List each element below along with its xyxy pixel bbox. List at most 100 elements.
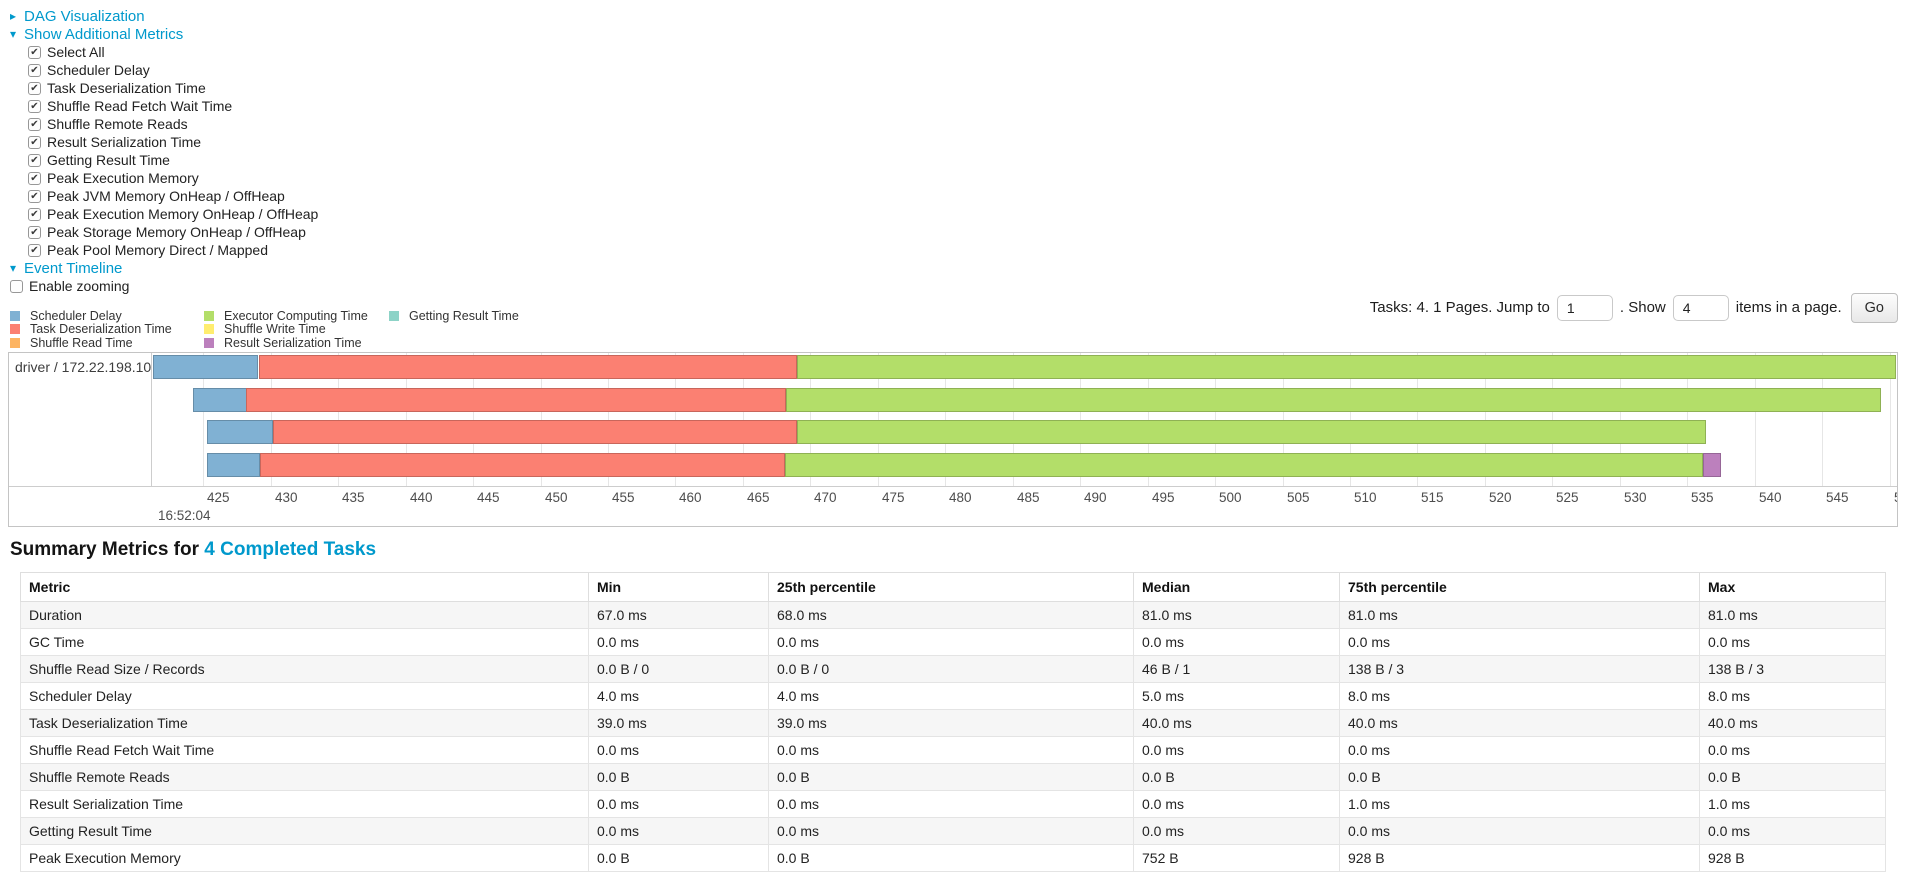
metric-checkbox-row: ✔ Peak Execution Memory (10, 169, 318, 187)
axis-tick-label: 440 (410, 490, 433, 505)
timeline-task-bar (152, 453, 1897, 477)
metric-checkbox-label[interactable]: Peak Storage Memory OnHeap / OffHeap (47, 224, 306, 240)
timeline-bar-segment[interactable] (273, 420, 797, 444)
metric-checkbox-label[interactable]: Task Deserialization Time (47, 80, 206, 96)
metric-checkbox-row: ✔ Peak Execution Memory OnHeap / OffHeap (10, 205, 318, 223)
checkbox-checked-icon[interactable]: ✔ (28, 135, 41, 149)
metric-checkbox-label[interactable]: Shuffle Remote Reads (47, 116, 188, 132)
checkbox-checked-icon[interactable]: ✔ (28, 81, 41, 95)
metric-checkbox-label[interactable]: Scheduler Delay (47, 62, 150, 78)
dag-visualization-toggle[interactable]: ▸ DAG Visualization (10, 7, 318, 25)
checkbox-checked-icon[interactable]: ✔ (28, 63, 41, 77)
timeline-bar-segment[interactable] (207, 453, 260, 477)
axis-tick-label: 520 (1489, 490, 1512, 505)
axis-tick-label: 495 (1152, 490, 1175, 505)
axis-tick-label: 480 (949, 490, 972, 505)
go-button[interactable]: Go (1850, 292, 1898, 323)
table-cell: 752 B (1133, 844, 1340, 872)
gridline (1417, 353, 1418, 486)
checkbox-checked-icon[interactable]: ✔ (28, 243, 41, 257)
timeline-bar-segment[interactable] (207, 420, 274, 444)
table-header-cell: Metric (20, 572, 589, 602)
legend-label: Shuffle Read Time (30, 335, 133, 350)
axis-tick-label: 525 (1556, 490, 1579, 505)
timeline-bar-segment[interactable] (246, 388, 786, 412)
metric-checkbox-label[interactable]: Getting Result Time (47, 152, 170, 168)
table-cell: 1.0 ms (1699, 790, 1886, 818)
timeline-bar-segment[interactable] (1703, 453, 1721, 477)
metric-checkbox-row: ✔ Scheduler Delay (10, 61, 318, 79)
metric-checkbox-label[interactable]: Peak Pool Memory Direct / Mapped (47, 242, 268, 258)
jump-to-page-input[interactable] (1556, 294, 1613, 321)
table-header-row: Metric Min 25th percentile Median 75th perce… (20, 572, 1886, 602)
items-per-page-input[interactable] (1672, 294, 1729, 321)
pagination-mid-text: . Show (1619, 299, 1666, 316)
legend-label: Scheduler Delay (30, 308, 122, 323)
table-cell: 0.0 B (1133, 763, 1340, 791)
metric-checkbox-row: ✔ Result Serialization Time (10, 133, 318, 151)
table-cell: Getting Result Time (20, 817, 589, 845)
table-cell: 40.0 ms (1339, 709, 1700, 737)
metric-checkbox-label[interactable]: Peak JVM Memory OnHeap / OffHeap (47, 188, 285, 204)
event-timeline-toggle[interactable]: ▾ Event Timeline (10, 259, 318, 277)
timeline-bar-segment[interactable] (153, 355, 259, 379)
table-cell: 40.0 ms (1699, 709, 1886, 737)
enable-zooming-label[interactable]: Enable zooming (29, 278, 130, 294)
checkbox-checked-icon[interactable]: ✔ (28, 45, 41, 59)
timeline-bar-segment[interactable] (796, 355, 1897, 379)
timeline-bar-segment[interactable] (796, 420, 1707, 444)
axis-tick-label: 535 (1691, 490, 1714, 505)
axis-tick-label: 450 (545, 490, 568, 505)
metric-checkbox-row: ✔ Shuffle Read Fetch Wait Time (10, 97, 318, 115)
table-cell: 40.0 ms (1133, 709, 1340, 737)
table-cell: 0.0 B (588, 844, 769, 872)
timeline-bar-segment[interactable] (259, 453, 785, 477)
timeline-bar-segment[interactable] (192, 388, 247, 412)
metric-checkbox-row: ✔ Peak JVM Memory OnHeap / OffHeap (10, 187, 318, 205)
gridline (1687, 353, 1688, 486)
table-cell: 39.0 ms (768, 709, 1134, 737)
checkbox-checked-icon[interactable]: ✔ (28, 153, 41, 167)
metric-checkbox-label[interactable]: Select All (47, 44, 105, 60)
show-additional-metrics-link[interactable]: Show Additional Metrics (24, 25, 184, 43)
metric-checkbox-label[interactable]: Peak Execution Memory OnHeap / OffHeap (47, 206, 319, 222)
timeline-bar-segment[interactable] (784, 453, 1704, 477)
metric-checkbox-label[interactable]: Peak Execution Memory (47, 170, 199, 186)
table-cell: 0.0 ms (588, 790, 769, 818)
event-timeline-link[interactable]: Event Timeline (24, 259, 123, 277)
axis-tick-label: 550 (1894, 490, 1897, 505)
axis-tick-label: 465 (747, 490, 770, 505)
table-row: GC Time 0.0 ms 0.0 ms 0.0 ms 0.0 ms 0.0 ms (20, 628, 1886, 656)
metric-checkbox-label[interactable]: Shuffle Read Fetch Wait Time (47, 98, 233, 114)
checkbox-checked-icon[interactable]: ✔ (28, 171, 41, 185)
gridline (1822, 353, 1823, 486)
collapsed-arrow-icon: ▸ (10, 9, 17, 23)
legend-label: Result Serialization Time (224, 335, 362, 350)
axis-tick-label: 475 (882, 490, 905, 505)
metric-checkbox-row: ✔ Shuffle Remote Reads (10, 115, 318, 133)
metric-checkbox-row: ✔ Peak Pool Memory Direct / Mapped (10, 241, 318, 259)
checkbox-checked-icon[interactable]: ✔ (28, 207, 41, 221)
legend-label: Task Deserialization Time (30, 322, 172, 337)
table-cell: 0.0 ms (1339, 736, 1700, 764)
timeline-bar-segment[interactable] (258, 355, 797, 379)
gridline (945, 353, 946, 486)
checkbox-unchecked-icon[interactable] (10, 279, 23, 293)
timeline-task-bar (152, 355, 1897, 379)
checkbox-checked-icon[interactable]: ✔ (28, 99, 41, 113)
completed-tasks-link[interactable]: 4 Completed Tasks (204, 539, 377, 560)
dag-visualization-link[interactable]: DAG Visualization (24, 7, 145, 25)
gridline (878, 353, 879, 486)
table-cell: 81.0 ms (1133, 601, 1340, 629)
checkbox-checked-icon[interactable]: ✔ (28, 225, 41, 239)
timeline-bar-segment[interactable] (786, 388, 1882, 412)
legend-label: Shuffle Write Time (224, 322, 326, 337)
table-cell: 0.0 B / 0 (768, 655, 1134, 683)
checkbox-checked-icon[interactable]: ✔ (28, 117, 41, 131)
axis-tick-label: 425 (207, 490, 230, 505)
metric-checkbox-label[interactable]: Result Serialization Time (47, 134, 202, 150)
timeline-task-bar (152, 388, 1897, 412)
checkbox-checked-icon[interactable]: ✔ (28, 189, 41, 203)
expanded-arrow-icon: ▾ (10, 261, 17, 275)
show-additional-metrics-toggle[interactable]: ▾ Show Additional Metrics (10, 25, 318, 43)
